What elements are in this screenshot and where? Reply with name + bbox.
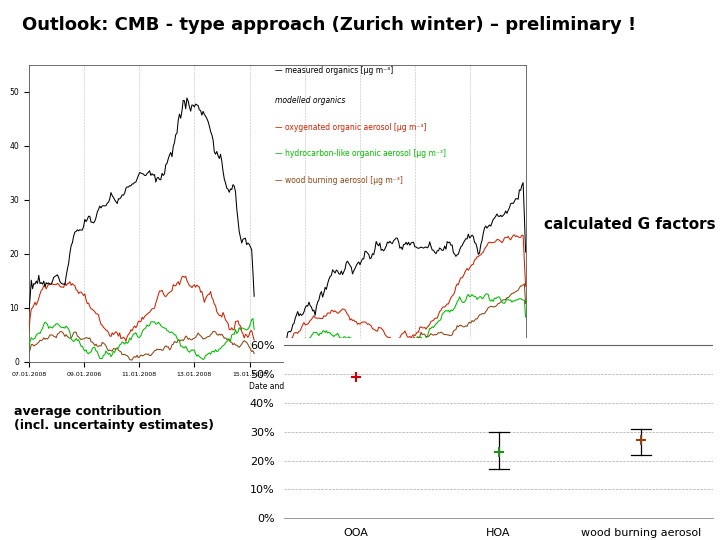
Text: — hydrocarbon-like organic aerosol [µg m⁻³]: — hydrocarbon-like organic aerosol [µg m…	[275, 150, 446, 158]
Text: Outlook: CMB - type approach (Zurich winter) – preliminary !: Outlook: CMB - type approach (Zurich win…	[22, 16, 636, 34]
Text: — wood burning aerosol [µg m⁻³]: — wood burning aerosol [µg m⁻³]	[275, 176, 402, 185]
Text: average contribution
(incl. uncertainty estimates): average contribution (incl. uncertainty …	[14, 404, 215, 433]
X-axis label: Date and Time: Date and Time	[249, 382, 305, 391]
Text: — oxygenated organic aerosol [µg m⁻³]: — oxygenated organic aerosol [µg m⁻³]	[275, 123, 426, 132]
Text: calculated G factors: calculated G factors	[544, 217, 715, 232]
Text: modelled organics: modelled organics	[275, 96, 345, 105]
Text: — measured organics [µg m⁻³]: — measured organics [µg m⁻³]	[275, 66, 393, 75]
